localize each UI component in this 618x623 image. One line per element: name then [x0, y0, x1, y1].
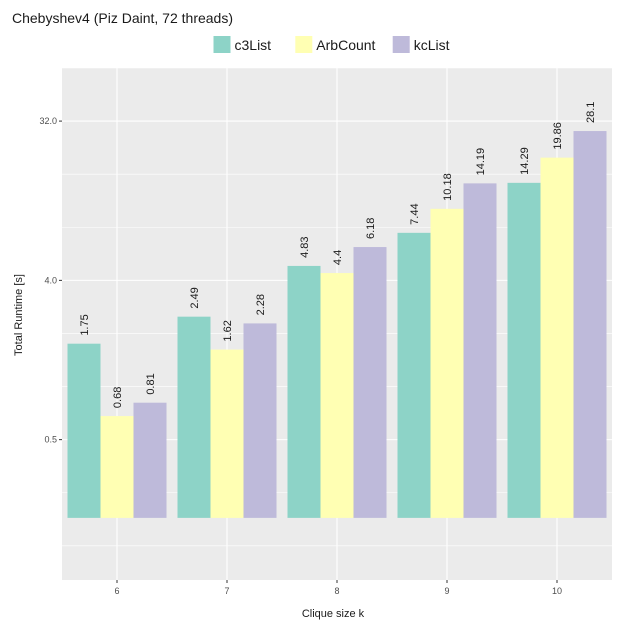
bar-arbcount-6 — [100, 416, 134, 518]
data-label: 14.19 — [475, 148, 487, 176]
data-label: 28.1 — [585, 102, 597, 123]
data-label: 0.81 — [145, 373, 157, 394]
data-label: 2.49 — [189, 287, 201, 308]
data-label: 4.83 — [299, 236, 311, 257]
y-tick-label: 4.0 — [44, 275, 57, 285]
data-label: 4.4 — [332, 250, 344, 265]
data-label: 2.28 — [255, 294, 267, 315]
bar-kclist-7 — [243, 323, 277, 518]
bars — [67, 131, 607, 518]
x-tick-label: 9 — [444, 586, 449, 596]
legend: c3List ArbCount kcList — [213, 36, 450, 53]
legend-label-arbcount: ArbCount — [316, 37, 375, 53]
x-tick-label: 10 — [552, 586, 562, 596]
bar-c3list-7 — [177, 316, 211, 518]
y-axis: 0.5 4.0 32.0 — [39, 116, 62, 445]
chart-title: Chebyshev4 (Piz Daint, 72 threads) — [12, 10, 233, 26]
x-axis: 6 7 8 9 10 — [114, 580, 562, 596]
data-label: 1.75 — [79, 314, 91, 335]
bar-arbcount-7 — [210, 349, 244, 518]
legend-label-kclist: kcList — [414, 37, 450, 53]
legend-key-c3list — [213, 36, 231, 53]
data-label: 10.18 — [442, 173, 454, 201]
x-tick-label: 8 — [334, 586, 339, 596]
data-label: 1.62 — [222, 320, 234, 341]
x-tick-label: 6 — [114, 586, 119, 596]
legend-key-arbcount — [295, 36, 313, 53]
bar-c3list-9 — [397, 232, 431, 518]
y-axis-title: Total Runtime [s] — [13, 274, 25, 356]
data-label: 7.44 — [409, 203, 421, 224]
bar-kclist-9 — [463, 183, 497, 518]
bar-arbcount-9 — [430, 208, 464, 518]
bar-c3list-6 — [67, 343, 101, 518]
data-label: 0.68 — [112, 387, 124, 408]
bar-c3list-8 — [287, 265, 321, 518]
y-tick-label: 32.0 — [39, 116, 57, 126]
bar-kclist-10 — [573, 131, 607, 518]
y-tick-label: 0.5 — [44, 435, 57, 445]
legend-key-kclist — [392, 36, 410, 53]
bar-arbcount-10 — [540, 157, 574, 518]
bar-arbcount-8 — [320, 273, 354, 518]
data-label: 14.29 — [519, 147, 531, 175]
bar-c3list-10 — [507, 182, 541, 518]
x-tick-label: 7 — [224, 586, 229, 596]
bar-kclist-6 — [133, 402, 167, 518]
x-axis-title: Clique size k — [302, 608, 365, 620]
data-label: 6.18 — [365, 218, 377, 239]
bar-kclist-8 — [353, 247, 387, 518]
legend-label-c3list: c3List — [235, 37, 272, 53]
data-label: 19.86 — [552, 122, 564, 150]
data-labels: 1.75 2.49 4.83 7.44 14.29 0.68 1.62 4.4 10.18 19.… — [79, 102, 597, 408]
